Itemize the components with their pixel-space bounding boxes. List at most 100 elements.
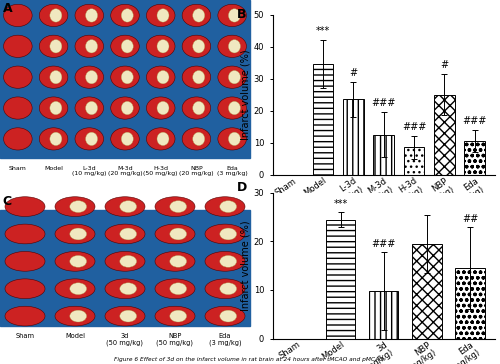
Text: Eda
(3 mg/kg): Eda (3 mg/kg): [217, 166, 248, 176]
Ellipse shape: [120, 228, 136, 240]
Ellipse shape: [220, 310, 236, 322]
Ellipse shape: [220, 228, 236, 240]
Bar: [404, 147, 424, 175]
Ellipse shape: [70, 228, 86, 240]
Text: ##: ##: [462, 214, 478, 224]
Ellipse shape: [86, 40, 98, 53]
Ellipse shape: [5, 306, 45, 326]
Y-axis label: Infarct volume (%): Infarct volume (%): [241, 221, 251, 311]
Ellipse shape: [4, 4, 32, 27]
Bar: [374, 135, 394, 175]
Ellipse shape: [182, 35, 210, 58]
Ellipse shape: [120, 256, 136, 267]
Ellipse shape: [205, 279, 245, 298]
Ellipse shape: [146, 66, 175, 88]
Ellipse shape: [120, 310, 136, 322]
Ellipse shape: [170, 201, 186, 213]
Ellipse shape: [220, 283, 236, 294]
Ellipse shape: [182, 128, 210, 150]
Ellipse shape: [75, 128, 104, 150]
Ellipse shape: [182, 66, 210, 88]
Ellipse shape: [157, 9, 169, 22]
Text: ###: ###: [402, 122, 426, 132]
Text: ###: ###: [372, 98, 396, 108]
Text: M-3d
(20 mg/kg): M-3d (20 mg/kg): [108, 166, 142, 176]
Text: #: #: [350, 68, 358, 78]
Ellipse shape: [50, 40, 62, 53]
Text: H-3d
(50 mg/kg): H-3d (50 mg/kg): [144, 166, 178, 176]
Text: Model: Model: [44, 166, 63, 171]
Ellipse shape: [40, 66, 68, 88]
Text: NBP
(50 mg/kg): NBP (50 mg/kg): [156, 333, 194, 346]
Ellipse shape: [70, 256, 86, 267]
Ellipse shape: [192, 9, 204, 22]
Ellipse shape: [55, 252, 95, 271]
Ellipse shape: [205, 306, 245, 326]
Y-axis label: Infarct volume (%): Infarct volume (%): [241, 50, 251, 140]
Ellipse shape: [40, 35, 68, 58]
Ellipse shape: [70, 283, 86, 294]
Ellipse shape: [182, 4, 210, 27]
Text: Model: Model: [65, 333, 85, 339]
Ellipse shape: [192, 101, 204, 115]
Ellipse shape: [220, 256, 236, 267]
Ellipse shape: [157, 40, 169, 53]
Ellipse shape: [122, 40, 134, 53]
Ellipse shape: [170, 228, 186, 240]
Text: NBP
(20 mg/kg): NBP (20 mg/kg): [179, 166, 214, 176]
Text: ###: ###: [462, 116, 487, 126]
Ellipse shape: [86, 132, 98, 146]
Ellipse shape: [70, 310, 86, 322]
Ellipse shape: [75, 66, 104, 88]
Ellipse shape: [122, 9, 134, 22]
Bar: [464, 141, 485, 175]
Text: Sham: Sham: [16, 333, 34, 339]
Ellipse shape: [75, 4, 104, 27]
Text: ***: ***: [334, 199, 347, 209]
Ellipse shape: [55, 306, 95, 326]
Ellipse shape: [55, 279, 95, 298]
Ellipse shape: [105, 252, 145, 271]
Bar: [0, 0, 250, 158]
Text: A: A: [2, 2, 12, 15]
Ellipse shape: [228, 71, 240, 84]
Ellipse shape: [228, 40, 240, 53]
Bar: [434, 95, 454, 175]
Ellipse shape: [155, 197, 195, 217]
Bar: [313, 64, 334, 175]
Ellipse shape: [228, 101, 240, 115]
Ellipse shape: [110, 97, 140, 119]
Ellipse shape: [146, 4, 175, 27]
Ellipse shape: [170, 283, 186, 294]
Ellipse shape: [205, 252, 245, 271]
Ellipse shape: [105, 306, 145, 326]
Ellipse shape: [50, 101, 62, 115]
Ellipse shape: [50, 71, 62, 84]
Ellipse shape: [105, 279, 145, 298]
Ellipse shape: [192, 132, 204, 146]
Text: ***: ***: [316, 26, 330, 36]
Ellipse shape: [182, 97, 210, 119]
Ellipse shape: [122, 71, 134, 84]
Ellipse shape: [55, 197, 95, 217]
Ellipse shape: [4, 128, 32, 150]
Bar: [343, 99, 364, 175]
Ellipse shape: [86, 101, 98, 115]
Ellipse shape: [4, 35, 32, 58]
Ellipse shape: [122, 132, 134, 146]
Ellipse shape: [218, 35, 246, 58]
Ellipse shape: [5, 197, 45, 217]
Text: Eda
(3 mg/kg): Eda (3 mg/kg): [208, 333, 242, 346]
Text: #: #: [440, 60, 448, 70]
Ellipse shape: [157, 71, 169, 84]
Ellipse shape: [110, 66, 140, 88]
Ellipse shape: [4, 66, 32, 88]
Ellipse shape: [218, 4, 246, 27]
Text: Sham: Sham: [9, 166, 27, 171]
Bar: [0, 210, 250, 327]
Text: L-3d
(10 mg/kg): L-3d (10 mg/kg): [72, 166, 106, 176]
Ellipse shape: [155, 252, 195, 271]
Ellipse shape: [55, 224, 95, 244]
Ellipse shape: [50, 132, 62, 146]
Ellipse shape: [120, 201, 136, 213]
